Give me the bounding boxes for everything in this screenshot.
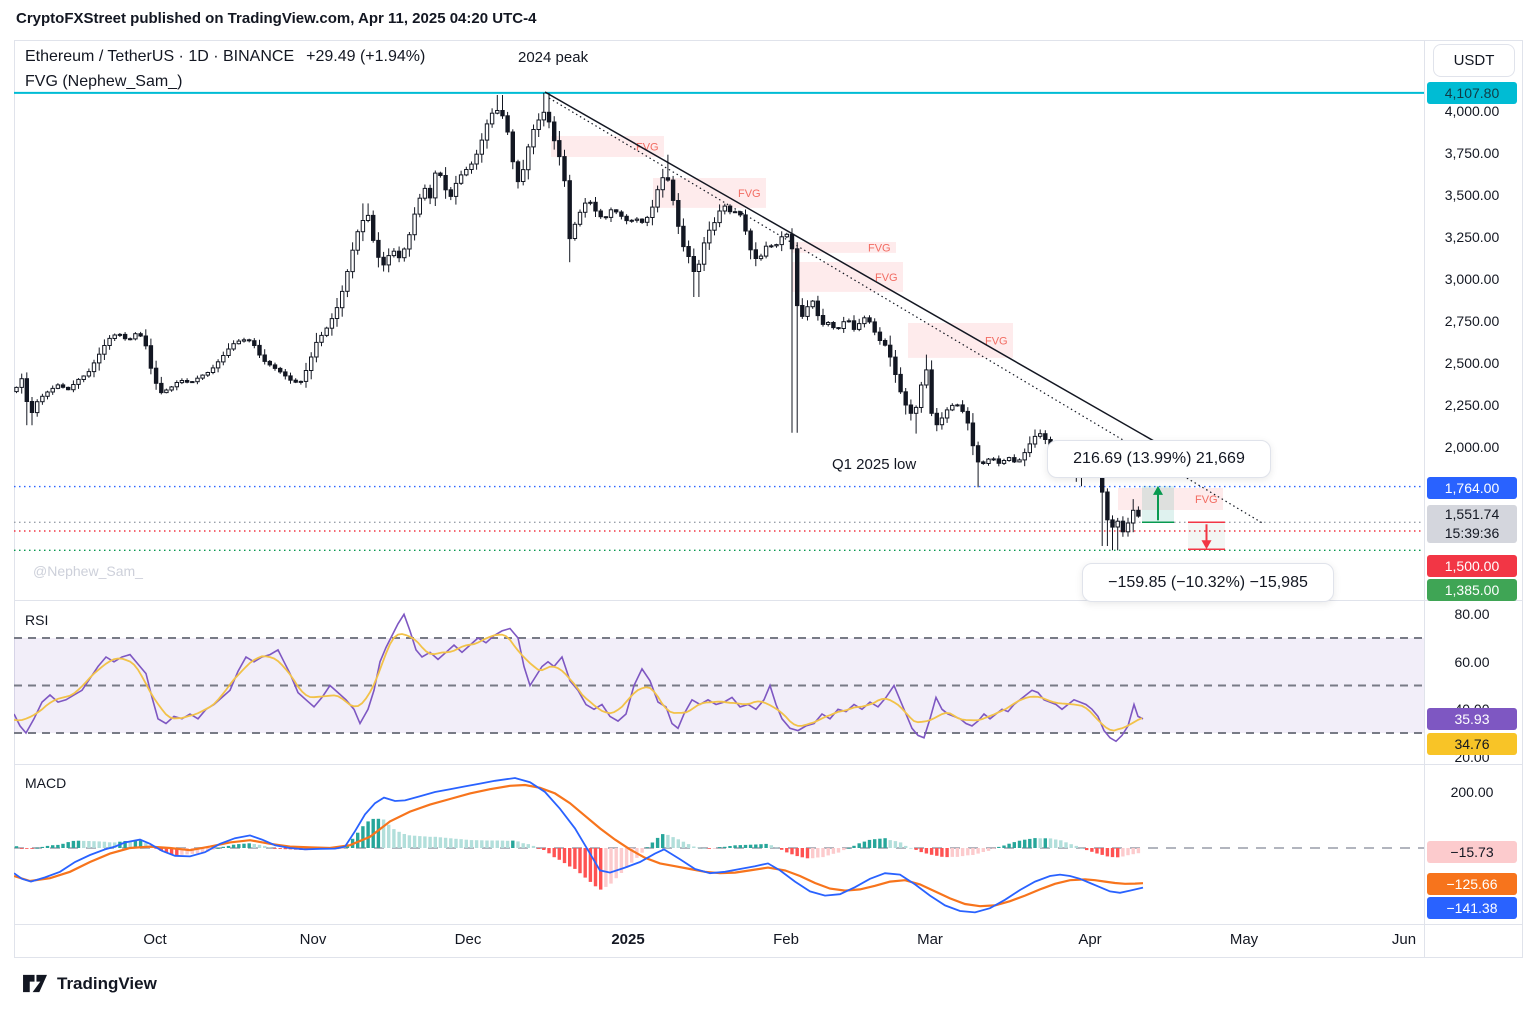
widget-bottom-border (14, 957, 1522, 958)
month-label: Nov (299, 931, 327, 948)
axis-tick-label: 4,000.00 (1444, 103, 1500, 119)
q1-low-annotation: Q1 2025 low (832, 456, 917, 473)
widget-right-border (1522, 40, 1523, 958)
macd-pane-label: MACD (25, 775, 67, 791)
axis-tick-label: 80.00 (1454, 606, 1490, 622)
axis-tick-label: 60.00 (1454, 654, 1490, 670)
time-axis[interactable]: Oct Nov Dec 2025 Feb Mar Apr May Jun (14, 931, 1424, 953)
axis-tick-label: 2,000.00 (1444, 439, 1500, 455)
axis-tick-label: 3,000.00 (1444, 271, 1500, 287)
published-header: CryptoFXStreet published on TradingView.… (16, 10, 537, 27)
axis-value-tag: −15.73 (1427, 841, 1517, 863)
month-label: Feb (773, 931, 799, 948)
tradingview-logo-link[interactable]: TradingView (22, 972, 157, 995)
axis-value-tag: 4,107.80 (1427, 82, 1517, 104)
currency-button[interactable]: USDT (1433, 44, 1515, 77)
widget-top-border (14, 40, 1522, 41)
axis-tick-label: 40.00 (1454, 701, 1490, 717)
axis-tick-label: 3,250.00 (1444, 229, 1500, 245)
month-label: Mar (917, 931, 943, 948)
current-price-tag: 1,551.74 15:39:36 (1427, 505, 1517, 543)
measure-up-tooltip: 216.69 (13.99%) 21,669 (1047, 440, 1271, 478)
svg-text:FVG: FVG (868, 243, 891, 255)
month-label: Oct (143, 931, 167, 948)
change-text: +29.49 (+1.94%) (306, 48, 426, 65)
author-watermark: @Nephew_Sam_ (33, 563, 143, 579)
svg-text:FVG: FVG (985, 336, 1008, 348)
svg-text:FVG: FVG (636, 142, 659, 154)
symbol-text: Ethereum / TetherUS · 1D · BINANCE (25, 48, 295, 65)
macd-pane-divider[interactable] (14, 764, 1522, 765)
axis-tick-label: 200.00 (1450, 784, 1494, 800)
tradingview-logo-icon (23, 974, 47, 993)
axis-tick-label: 3,750.00 (1444, 145, 1500, 161)
axis-tick-label: 2,250.00 (1444, 397, 1500, 413)
axis-tick-label: 2,500.00 (1444, 355, 1500, 371)
axis-value-tag: 1,385.00 (1427, 579, 1517, 601)
svg-text:FVG: FVG (738, 188, 761, 200)
svg-text:FVG: FVG (875, 272, 898, 284)
symbol-title: Ethereum / TetherUS · 1D · BINANCE +29.49… (25, 48, 425, 66)
rsi-pane-label: RSI (25, 612, 49, 628)
month-label: Dec (454, 931, 482, 948)
svg-text:FVG: FVG (1195, 494, 1218, 506)
axis-value-tag: 34.76 (1427, 733, 1517, 755)
month-label: 2025 (611, 931, 645, 948)
axis-tick-label: 3,500.00 (1444, 187, 1500, 203)
axis-value-tag: 35.93 (1427, 708, 1517, 730)
axis-value-tag: 1,500.00 (1427, 555, 1517, 577)
widget-left-border (14, 40, 15, 958)
axis-value-tag: −141.38 (1427, 897, 1517, 919)
measure-down-tooltip: −159.85 (−10.32%) −15,985 (1082, 563, 1334, 602)
time-axis-border (14, 924, 1522, 925)
axis-value-tag: 1,764.00 (1427, 477, 1517, 499)
price-scale-border[interactable] (1424, 40, 1425, 958)
chart-canvas[interactable]: FVG FVG FVG FVG FVG FVG (14, 40, 1424, 925)
tradingview-brand-text: TradingView (57, 973, 157, 993)
peak-annotation: 2024 peak (518, 49, 589, 66)
axis-tick-label: 20.00 (1454, 749, 1490, 765)
month-label: Jun (1391, 931, 1417, 948)
rsi-pane-divider[interactable] (14, 600, 1522, 601)
month-label: May (1229, 931, 1259, 948)
month-label: Apr (1078, 931, 1102, 948)
axis-tick-label: 2,750.00 (1444, 313, 1500, 329)
indicator-title: FVG (Nephew_Sam_) (25, 73, 183, 90)
axis-value-tag: −125.66 (1427, 873, 1517, 895)
